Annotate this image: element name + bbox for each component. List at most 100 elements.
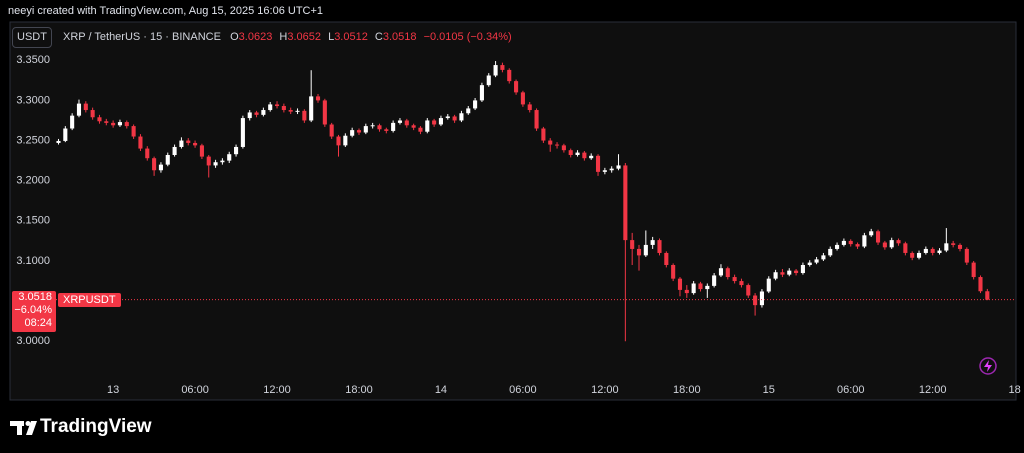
candle-body	[800, 265, 805, 274]
candle-body	[302, 110, 307, 121]
candle-body	[957, 244, 963, 249]
candle-body	[657, 240, 662, 253]
candle-body	[172, 146, 177, 155]
candle-body	[131, 126, 136, 137]
brand: TradingView	[40, 416, 152, 437]
candle-body	[609, 168, 614, 171]
candle-body	[500, 65, 505, 70]
candle-body	[124, 122, 129, 127]
candle-body	[766, 278, 771, 292]
ohlc-label: C	[374, 31, 383, 43]
candle-body	[882, 242, 887, 248]
candle-body	[186, 140, 191, 143]
candle-body	[377, 125, 382, 130]
candle-body	[70, 115, 75, 129]
candle-body	[432, 120, 437, 125]
ohlc-value: 3.0518	[382, 31, 417, 43]
candle-body	[930, 248, 935, 253]
symbol: XRP / TetherUS · 15 · BINANCE	[63, 31, 221, 43]
candle-body	[944, 243, 949, 251]
candle-body	[821, 255, 826, 260]
candle-body	[650, 240, 655, 245]
candle-body	[493, 65, 498, 76]
candle-body	[916, 252, 922, 258]
candle-body	[343, 135, 348, 146]
currency-button[interactable]: USDT	[12, 27, 52, 48]
candle-body	[104, 121, 109, 123]
candle-body	[83, 103, 88, 111]
candle-body	[240, 118, 245, 147]
candle-body	[438, 118, 443, 125]
candle-body	[315, 96, 321, 101]
candle-body	[514, 81, 519, 93]
candle-body	[978, 277, 983, 292]
y-tick-label: 3.1500	[16, 215, 50, 227]
candle-body	[807, 262, 812, 265]
x-tick-label: 06:00	[837, 384, 865, 396]
x-tick-label: 18	[1009, 384, 1021, 396]
candle-body	[814, 259, 819, 263]
candle-body	[356, 130, 362, 133]
candle-body	[507, 69, 512, 82]
candle-body	[397, 120, 403, 123]
candle-body	[910, 252, 915, 258]
candle-body	[165, 155, 170, 165]
candle-body	[732, 277, 737, 282]
candle-body	[780, 272, 785, 275]
y-tick-label: 3.3000	[16, 94, 50, 106]
candle-body	[336, 136, 341, 146]
candle-body	[138, 136, 143, 149]
candle-body	[90, 110, 95, 118]
candle-body	[206, 156, 211, 166]
candle-body	[370, 125, 375, 127]
candle-body	[582, 152, 587, 159]
logo-icon	[10, 421, 37, 435]
candle-body	[985, 291, 990, 300]
change: −0.0105 (−0.34%)	[423, 31, 512, 43]
candle-body	[643, 244, 648, 256]
x-tick-label: 06:00	[181, 384, 209, 396]
y-tick-label: 3.0000	[16, 335, 50, 347]
candle-body	[418, 127, 423, 132]
candle-body	[561, 145, 566, 151]
y-tick-label: 3.2500	[16, 134, 50, 146]
candle-body	[473, 100, 478, 109]
candle-body	[63, 128, 68, 141]
candle-body	[411, 125, 416, 128]
candle-body	[684, 289, 689, 294]
candle-body	[56, 140, 61, 143]
candle-body	[848, 240, 853, 245]
candle-body	[479, 85, 484, 101]
candle-body	[268, 104, 273, 111]
chart-panel	[9, 21, 1017, 401]
ticker-tag: XRPUSDT	[58, 293, 121, 307]
candle-body	[794, 270, 799, 274]
ohlc-value: 3.0652	[287, 31, 321, 43]
candle-body	[875, 231, 881, 243]
candle-body	[862, 235, 867, 247]
candle-body	[193, 142, 198, 146]
candle-body	[691, 283, 696, 294]
candle-body	[671, 265, 676, 279]
candle-body	[363, 126, 368, 133]
candle-body	[459, 113, 464, 121]
candle-body	[855, 244, 860, 247]
candle-body	[937, 250, 942, 253]
candle-body	[589, 155, 594, 159]
candle-body	[220, 160, 225, 163]
candle-body	[227, 154, 232, 161]
candle-body	[322, 100, 327, 125]
flash-icon[interactable]	[979, 357, 997, 375]
candle-body	[964, 248, 969, 263]
last-price: 3.0518	[18, 291, 52, 303]
candle-body	[705, 285, 710, 290]
ohlc-value: 3.0623	[238, 31, 273, 43]
change-percent: −6.04%	[14, 304, 52, 316]
ohlc-label: L	[328, 31, 335, 43]
countdown: 08:24	[24, 317, 52, 329]
candle-body	[712, 275, 717, 286]
x-tick-label: 12:00	[591, 384, 619, 396]
candle-body	[568, 150, 573, 155]
